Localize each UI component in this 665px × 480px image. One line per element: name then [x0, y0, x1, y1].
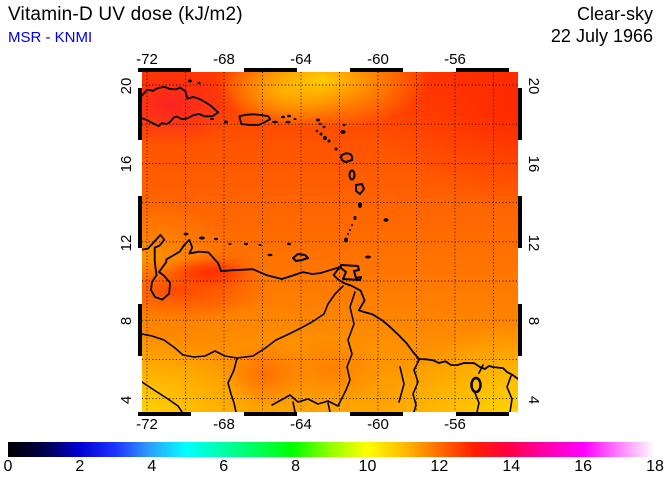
colorbar-tick-label: 14: [502, 458, 521, 475]
colorbar-tick-label: 18: [646, 458, 664, 475]
lon-tick-label: -72: [136, 51, 158, 68]
lon-tick-label: -56: [444, 51, 466, 68]
lon-tick-label: -72: [136, 416, 158, 433]
lon-tick-label: -68: [213, 416, 235, 433]
island-dot: [183, 232, 189, 236]
island-dot: [214, 237, 218, 241]
island-dot: [344, 237, 348, 243]
map-overlay: [142, 72, 518, 412]
source-label: MSR - KNMI: [8, 29, 93, 46]
map-border-bottom: [138, 412, 522, 416]
island-dot: [210, 118, 214, 120]
lon-tick-label: -60: [367, 51, 389, 68]
south-america-coastline: [142, 234, 518, 380]
island-dot: [319, 132, 323, 136]
margarita-coastline: [292, 253, 309, 262]
island-dot: [327, 139, 331, 143]
island-dot: [323, 136, 327, 140]
lat-tick-label: 4: [525, 395, 542, 404]
map-frame: [138, 68, 522, 416]
lat-tick-label: 16: [118, 156, 135, 173]
island-dot: [199, 236, 205, 240]
lon-tick-label: -64: [290, 416, 312, 433]
island-dot: [188, 79, 192, 83]
island-dot: [244, 242, 248, 246]
island-dot: [197, 81, 201, 85]
island-dot: [224, 120, 228, 124]
lon-tick-label: -68: [213, 51, 235, 68]
caroni-river: [345, 291, 356, 391]
island-dot: [272, 120, 278, 124]
essequibo-river: [398, 359, 420, 412]
coastlines-layer: [142, 86, 518, 412]
island-dot: [365, 255, 371, 259]
lat-tick-label: 12: [525, 234, 542, 252]
map-plot: [142, 72, 518, 412]
island-dot: [293, 118, 297, 120]
lat-tick-label: 8: [118, 317, 135, 326]
guadeloupe-coastline: [340, 152, 354, 163]
lat-tick-label: 20: [118, 77, 135, 95]
grid-layer: [142, 72, 518, 412]
colorbar-tick-label: 0: [3, 458, 13, 475]
island-dot: [228, 243, 232, 245]
map-border-top: [138, 68, 522, 72]
island-dot: [267, 253, 273, 257]
island-dot: [358, 202, 362, 208]
island-dot: [383, 218, 389, 222]
puerto-rico-coastline: [238, 113, 272, 126]
island-dot: [349, 229, 351, 231]
meta-orinoco-river: [142, 333, 238, 412]
lon-tick-label: -56: [444, 416, 466, 433]
colorbar-tick-label: 2: [75, 458, 85, 475]
figure-title: Vitamin-D UV dose (kJ/m2): [8, 4, 243, 25]
colombia-river: [142, 381, 183, 412]
lat-tick-label: 20: [525, 77, 542, 95]
island-dot: [287, 242, 291, 246]
map-border-left: [138, 72, 142, 412]
island-dot: [258, 244, 262, 246]
brokopondo-lake: [470, 376, 482, 394]
island-dot: [342, 123, 346, 127]
suriname-river: [474, 364, 484, 412]
island-dot: [340, 130, 346, 134]
island-dot: [315, 129, 319, 133]
lat-tick-label: 4: [118, 395, 135, 404]
lon-tick-label: -60: [367, 416, 389, 433]
island-dot: [347, 233, 349, 235]
island-dot: [281, 115, 285, 119]
island-dot: [287, 114, 291, 118]
map-border-right: [518, 72, 522, 412]
colorbar-tick-label: 12: [430, 458, 449, 475]
island-dot: [334, 147, 338, 151]
island-dot: [322, 125, 326, 129]
rio-negro-rivers: [271, 389, 347, 412]
island-dot: [318, 122, 322, 126]
island-dot: [285, 120, 291, 124]
island-dot: [316, 118, 320, 122]
dominica-coastline: [348, 169, 356, 181]
islands-layer: [183, 79, 389, 281]
condition-label: Clear-sky: [576, 4, 653, 24]
hispaniola-coastline: [142, 86, 220, 127]
french-guiana-river: [506, 375, 513, 412]
lat-tick-label: 8: [525, 317, 542, 326]
trinidad-coastline: [340, 264, 362, 281]
island-dot: [353, 216, 357, 220]
lat-tick-label: 16: [525, 156, 542, 173]
lat-tick-label: 12: [118, 234, 135, 252]
colorbar-tick-label: 10: [358, 458, 377, 475]
colorbar-gradient: [8, 442, 655, 457]
colorbar-tick-label: 16: [574, 458, 593, 475]
colorbar-tick-label: 6: [219, 458, 229, 475]
colorbar-tick-label: 4: [147, 458, 157, 475]
island-dot: [351, 224, 353, 226]
orinoco-river: [236, 285, 344, 359]
date-label: 22 July 1966: [550, 26, 653, 46]
lon-tick-label: -64: [290, 51, 312, 68]
colorbar-tick-label: 8: [291, 458, 300, 475]
martinique-coastline: [355, 183, 365, 195]
